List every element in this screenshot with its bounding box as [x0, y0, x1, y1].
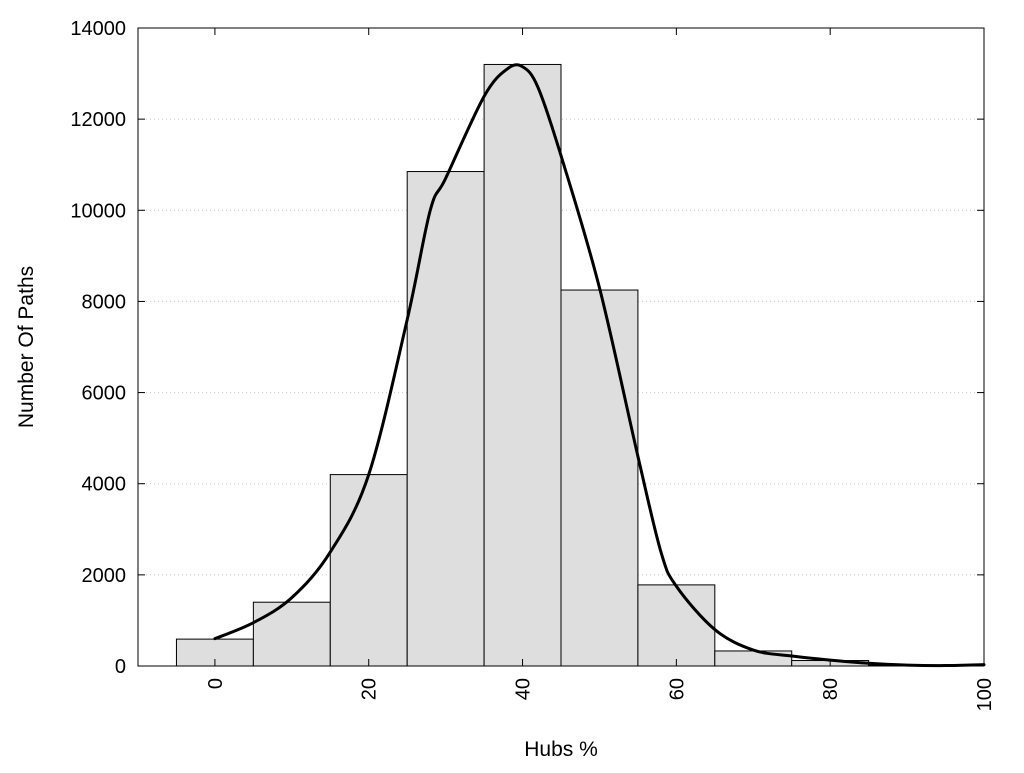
y-tick-label: 8000 [82, 291, 127, 313]
histogram-bar-5 [561, 290, 638, 666]
y-tick-label: 4000 [82, 474, 127, 496]
x-tick-label: 0 [205, 678, 227, 689]
y-tick-label: 2000 [82, 565, 127, 587]
y-tick-label: 14000 [70, 18, 126, 40]
histogram-bar-7 [715, 651, 792, 666]
y-axis-title: Number Of Paths [15, 266, 38, 428]
y-tick-label: 12000 [70, 109, 126, 131]
x-tick-label: 80 [820, 678, 842, 700]
histogram-bar-2 [330, 475, 407, 666]
x-tick-label: 100 [974, 678, 996, 711]
histogram-bar-6 [638, 585, 715, 666]
y-tick-label: 10000 [70, 200, 126, 222]
histogram-bar-1 [253, 602, 330, 666]
x-axis-title: Hubs % [524, 738, 598, 761]
y-tick-label: 6000 [82, 383, 127, 405]
x-tick-label: 40 [513, 678, 535, 700]
histogram-bar-3 [407, 172, 484, 666]
x-tick-label: 20 [359, 678, 381, 700]
y-tick-label: 0 [115, 656, 126, 678]
histogram-bars [176, 64, 984, 666]
histogram-bar-4 [484, 64, 561, 666]
x-tick-label: 60 [666, 678, 688, 700]
